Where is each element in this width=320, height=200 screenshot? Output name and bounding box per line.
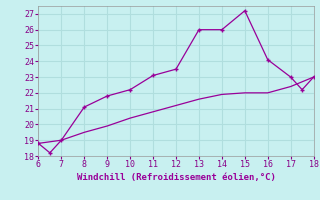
X-axis label: Windchill (Refroidissement éolien,°C): Windchill (Refroidissement éolien,°C) [76, 173, 276, 182]
